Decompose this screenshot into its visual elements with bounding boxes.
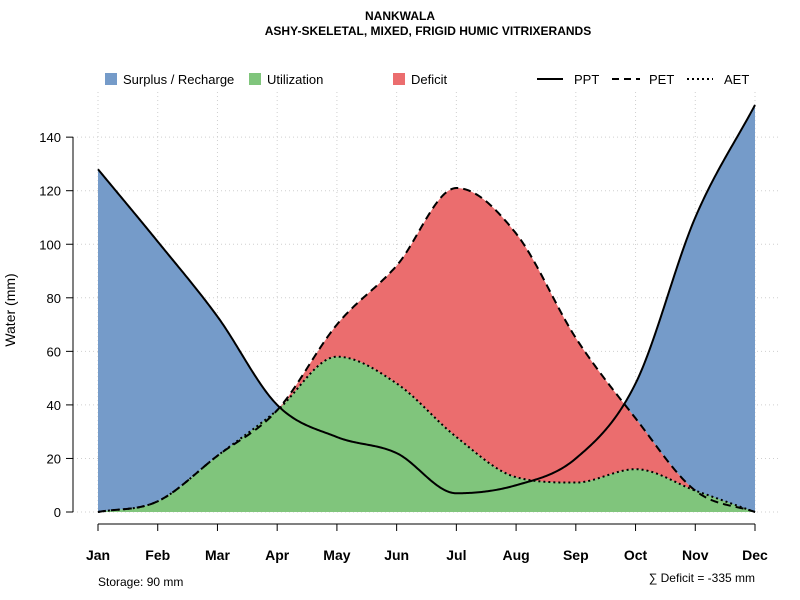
- y-tick-label: 20: [47, 451, 61, 466]
- x-tick-label-feb: Feb: [145, 547, 170, 563]
- legend-label-surplus: Surplus / Recharge: [123, 72, 234, 87]
- y-tick-label: 120: [39, 184, 61, 199]
- chart-subtitle: ASHY-SKELETAL, MIXED, FRIGID HUMIC VITRI…: [265, 24, 591, 38]
- series-line-pet: [97, 187, 756, 513]
- storage-note: Storage: 90 mm: [98, 575, 183, 589]
- y-tick-label: 60: [47, 344, 61, 359]
- legend-label-deficit: Deficit: [411, 72, 448, 87]
- x-tick-label-jul: Jul: [446, 547, 466, 563]
- y-tick-label: 80: [47, 291, 61, 306]
- utilization-area: [98, 356, 755, 512]
- legend-label-ppt: PPT: [574, 72, 599, 87]
- x-tick-label-aug: Aug: [502, 547, 529, 563]
- series-line-ppt: [97, 104, 756, 495]
- x-tick-label-jun: Jun: [384, 547, 409, 563]
- y-axis-title: Water (mm): [2, 273, 18, 346]
- x-tick-label-jan: Jan: [86, 547, 110, 563]
- legend-swatch-deficit: [393, 73, 405, 85]
- y-tick-label: 40: [47, 398, 61, 413]
- x-tick-label-oct: Oct: [624, 547, 648, 563]
- x-tick-label-sep: Sep: [563, 547, 589, 563]
- x-tick-label-nov: Nov: [682, 547, 709, 563]
- y-tick-label: 140: [39, 130, 61, 145]
- legend-label-utilization: Utilization: [267, 72, 323, 87]
- deficit-note: ∑ Deficit = -335 mm: [649, 571, 755, 585]
- axes: 0 20 40 60 80 100 120 140 Jan Feb Mar Apr May Jun Jul A…: [39, 130, 768, 563]
- surplus-area: [98, 105, 755, 513]
- x-tick-label-mar: Mar: [205, 547, 230, 563]
- deficit-area: [98, 188, 755, 512]
- legend-label-pet: PET: [649, 72, 674, 87]
- legend-swatch-utilization: [249, 73, 261, 85]
- chart-title: NANKWALA: [365, 9, 435, 23]
- x-tick-label-may: May: [323, 547, 350, 563]
- y-tick-label: 100: [39, 237, 61, 252]
- legend: Surplus / Recharge Utilization Deficit P…: [105, 72, 749, 87]
- series-lines: [97, 104, 756, 513]
- legend-swatch-surplus: [105, 73, 117, 85]
- legend-label-aet: AET: [724, 72, 749, 87]
- x-tick-label-dec: Dec: [742, 547, 768, 563]
- y-tick-label: 0: [54, 505, 61, 520]
- area-fills: [98, 105, 755, 513]
- x-tick-label-apr: Apr: [265, 547, 290, 563]
